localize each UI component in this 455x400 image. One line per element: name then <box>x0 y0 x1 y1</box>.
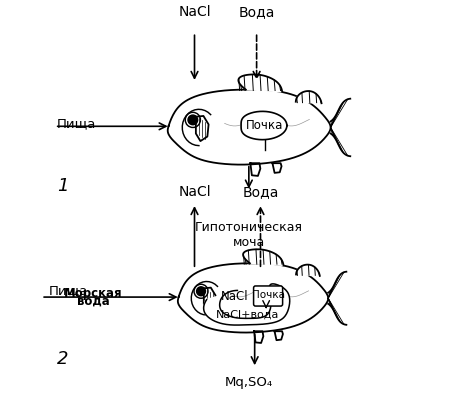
Polygon shape <box>178 263 328 332</box>
Polygon shape <box>296 265 320 276</box>
Text: NaCl: NaCl <box>178 5 211 19</box>
Polygon shape <box>168 90 331 165</box>
Polygon shape <box>241 111 287 140</box>
Polygon shape <box>243 249 283 265</box>
Circle shape <box>197 287 206 296</box>
Polygon shape <box>273 163 282 173</box>
Text: 1: 1 <box>57 177 68 195</box>
Text: Гипотоническая
моча: Гипотоническая моча <box>195 221 303 249</box>
Text: Пища: Пища <box>57 117 96 130</box>
Text: Пища: Пища <box>49 284 88 297</box>
Text: NaCl: NaCl <box>221 290 248 303</box>
Text: NaCl: NaCl <box>178 185 211 199</box>
Circle shape <box>188 115 197 125</box>
Text: Mq,SO₄: Mq,SO₄ <box>225 376 273 389</box>
Polygon shape <box>331 99 350 156</box>
Polygon shape <box>274 331 283 340</box>
Polygon shape <box>238 74 282 92</box>
Text: Почка: Почка <box>252 290 284 300</box>
Polygon shape <box>202 288 216 311</box>
Text: Почка: Почка <box>246 119 283 132</box>
Text: Морская: Морская <box>64 287 123 300</box>
Polygon shape <box>254 331 263 343</box>
Polygon shape <box>328 272 346 325</box>
Text: Вода: Вода <box>243 185 278 199</box>
Polygon shape <box>204 284 290 325</box>
Polygon shape <box>194 116 208 141</box>
Polygon shape <box>250 163 260 176</box>
Text: 2: 2 <box>57 350 68 368</box>
Polygon shape <box>296 91 322 103</box>
Text: NaCl+вода: NaCl+вода <box>216 310 279 320</box>
Text: вода: вода <box>77 294 110 308</box>
FancyBboxPatch shape <box>253 286 283 306</box>
Text: Вода: Вода <box>238 5 275 19</box>
